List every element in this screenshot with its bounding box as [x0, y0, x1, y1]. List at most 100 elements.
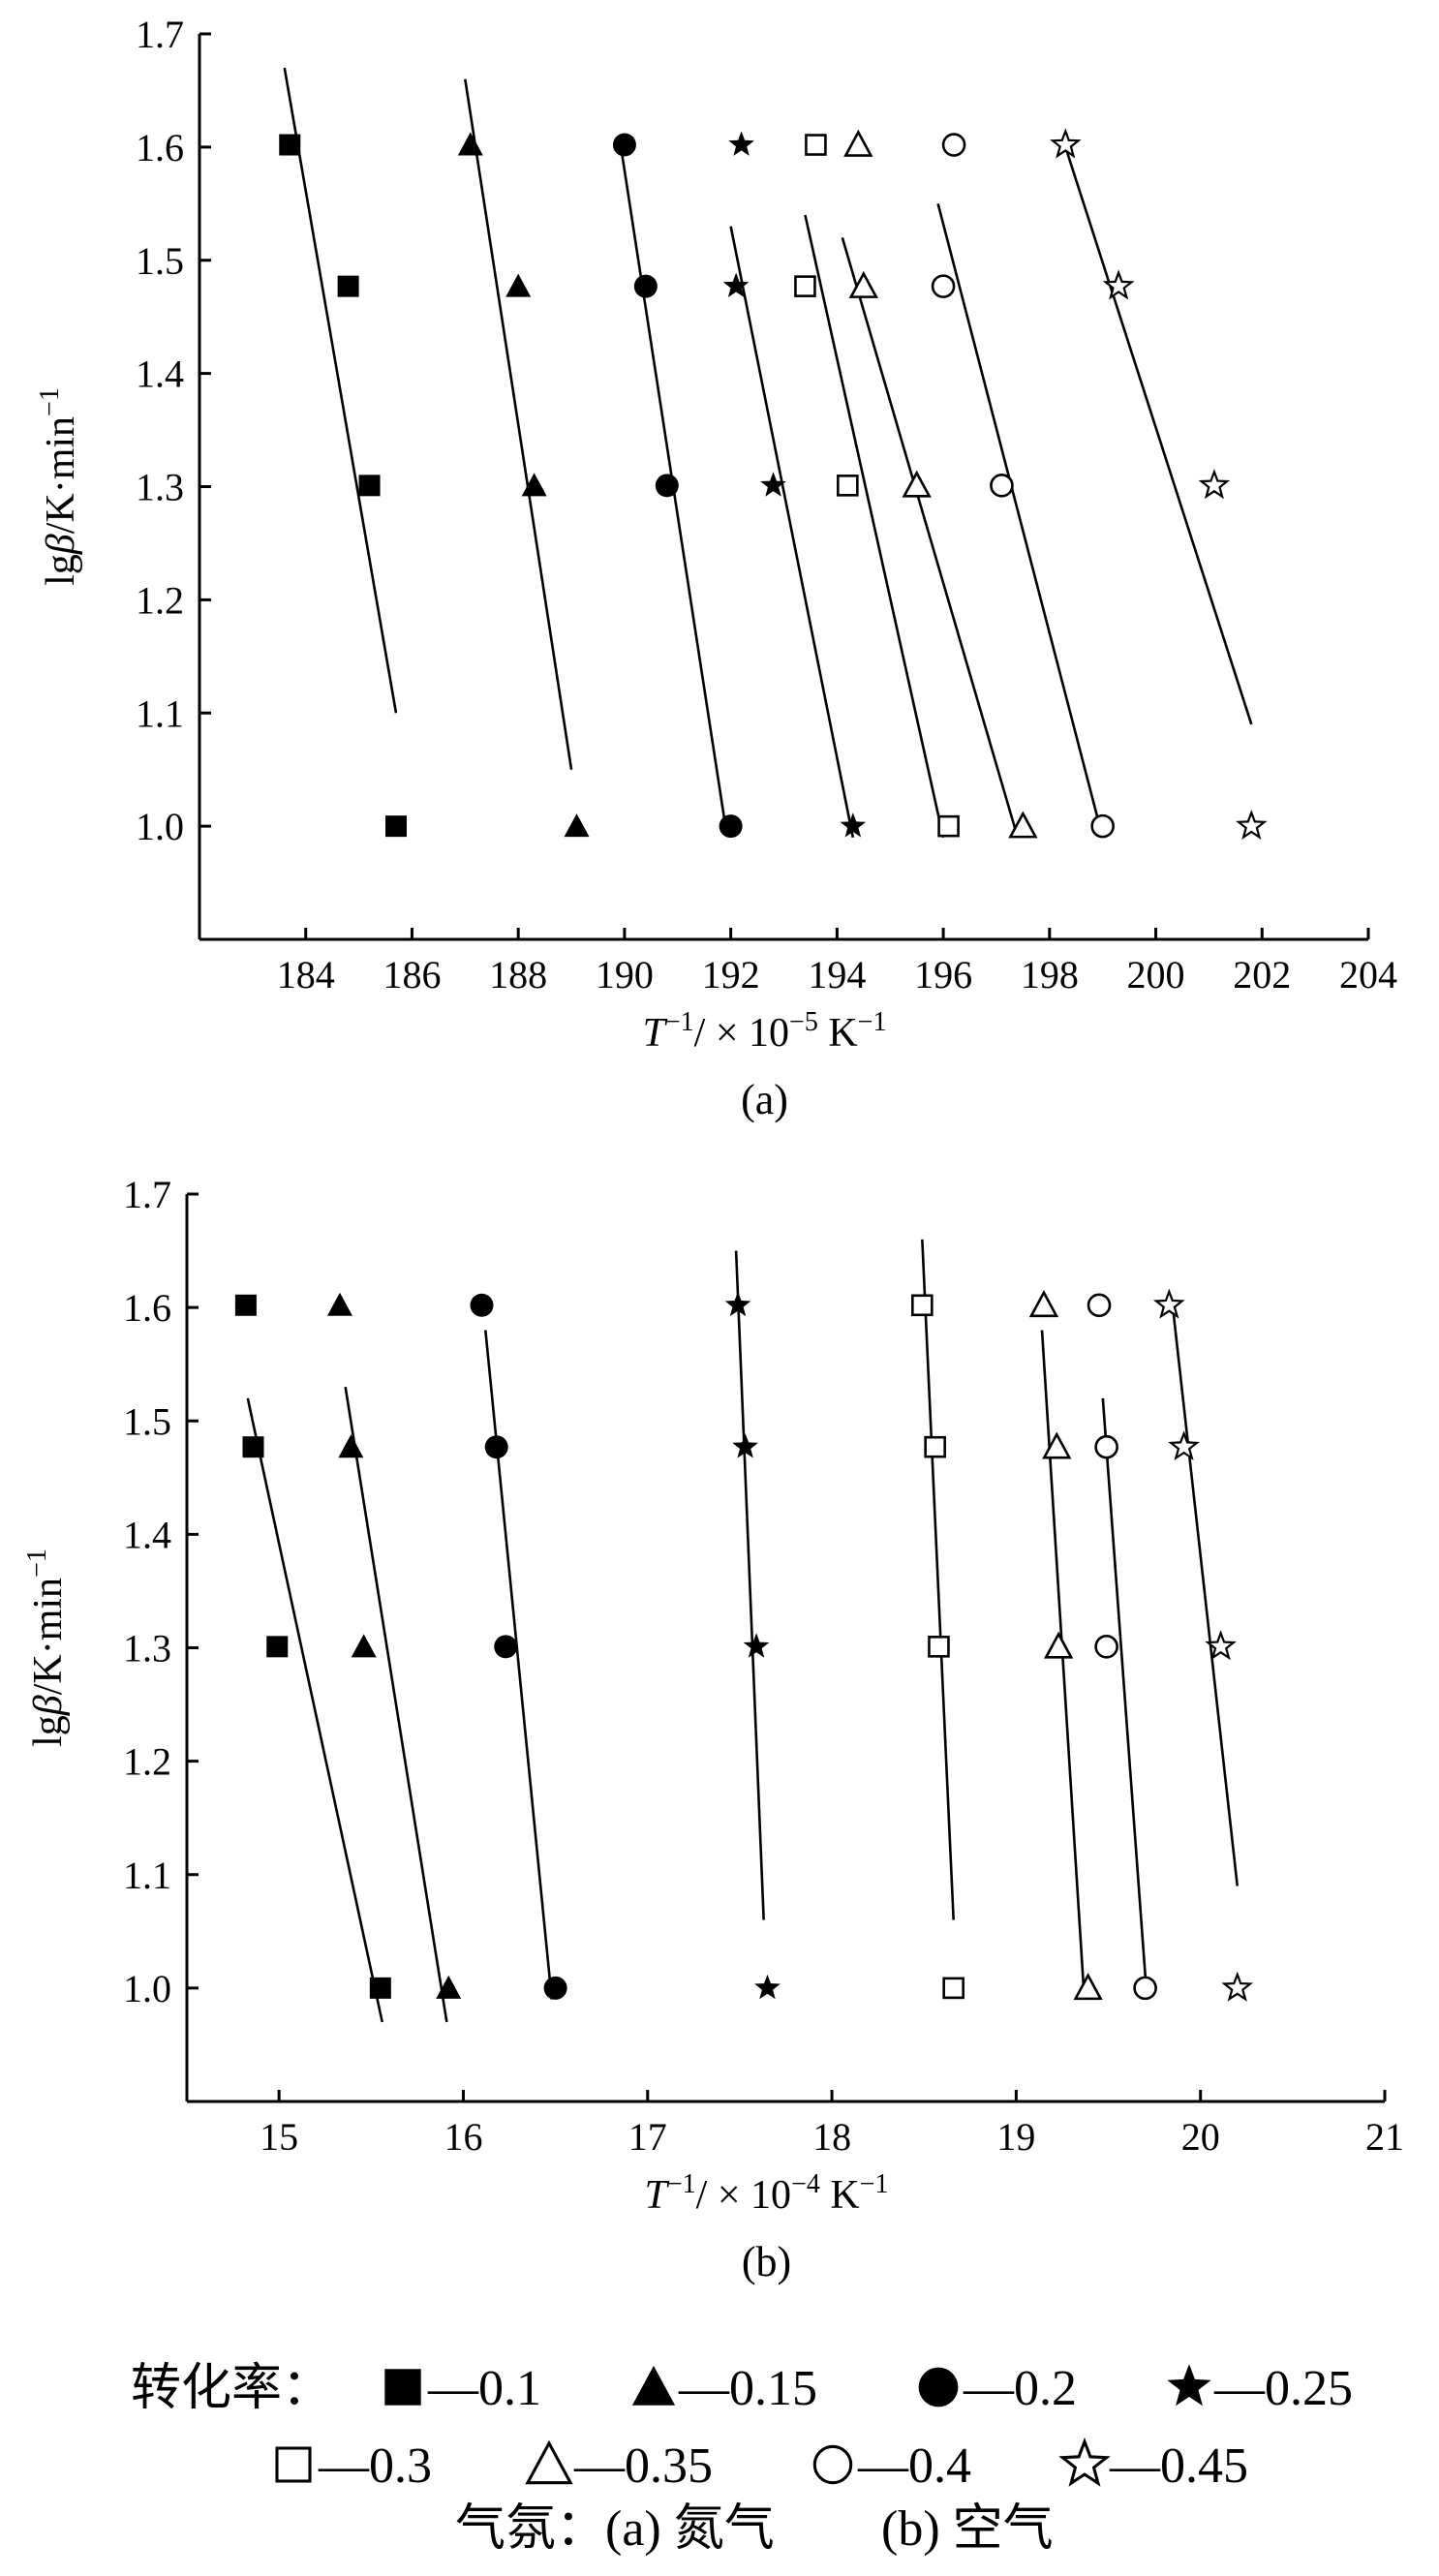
data-point	[337, 275, 359, 297]
data-point	[1043, 1631, 1074, 1659]
data-point	[1235, 809, 1268, 841]
fit-line	[841, 237, 1020, 839]
x-tick-label: 15	[260, 2115, 298, 2159]
y-tick-label: 1.7	[123, 1173, 171, 1216]
legend-label: —0.35	[573, 2438, 713, 2494]
fit-line	[344, 1386, 448, 2023]
legend-label: —0.15	[678, 2361, 817, 2416]
data-point	[436, 1975, 462, 1999]
fit-line	[734, 1250, 765, 1920]
fit-line	[1064, 146, 1253, 725]
data-point	[1198, 469, 1231, 500]
legend-marker-triangle-filled	[631, 2365, 676, 2406]
data-point	[1133, 1976, 1157, 2001]
data-point	[242, 1436, 264, 1458]
x-tick-label: 20	[1181, 2115, 1220, 2159]
y-tick-label: 1.4	[123, 1513, 171, 1556]
legend-atmosphere-b: (b) 空气	[881, 2501, 1054, 2557]
y-tick-label: 1.7	[136, 13, 184, 56]
series-triangle-filled	[326, 1292, 462, 2023]
data-point	[732, 1433, 758, 1458]
data-point	[266, 1636, 289, 1658]
data-point	[612, 133, 636, 157]
data-point	[521, 473, 547, 497]
data-point	[941, 133, 966, 157]
data-point	[843, 129, 873, 157]
data-point	[837, 475, 859, 497]
series-square-open	[911, 1239, 964, 2000]
x-tick-label: 192	[702, 953, 760, 997]
legend-marker-square-filled	[384, 2369, 421, 2406]
data-point	[633, 274, 658, 298]
legend-item: —0.25	[1167, 2361, 1353, 2416]
data-point	[494, 1635, 518, 1659]
legend-marker-square-open	[275, 2446, 312, 2483]
series-star-open	[1153, 1288, 1254, 2002]
x-tick-label: 18	[812, 2115, 851, 2159]
y-tick-label: 1.5	[136, 239, 184, 283]
legend-item: —0.35	[525, 2438, 713, 2494]
legend-marker-triangle-open	[525, 2439, 573, 2485]
series-square-open	[794, 134, 960, 839]
y-tick-label: 1.4	[136, 353, 184, 396]
data-point	[1028, 1290, 1059, 1318]
data-point	[1153, 1288, 1185, 1319]
x-tick-label: 17	[628, 2115, 667, 2159]
data-point	[279, 134, 301, 156]
legend-item: —0.4	[812, 2438, 971, 2494]
data-point	[924, 1435, 946, 1458]
series-square-filled	[234, 1294, 391, 2023]
legend-atmosphere-a: (a) 氮气	[605, 2501, 775, 2557]
fit-line	[921, 1239, 955, 1920]
y-tick-label: 1.1	[123, 1854, 171, 1897]
x-tick-label: 188	[489, 953, 547, 997]
series-triangle-open	[1028, 1290, 1103, 2001]
data-point	[1221, 1971, 1254, 2002]
data-point	[1094, 1635, 1118, 1659]
data-point	[351, 1634, 377, 1658]
data-point	[338, 1434, 364, 1458]
series-circle-open	[1087, 1293, 1157, 2001]
data-point	[369, 1977, 391, 1999]
x-tick-label: 202	[1233, 953, 1291, 997]
data-point	[931, 274, 956, 298]
chart-panel-a: 1.0 1.1 1.2 1.3 1.4 1.5 1.6 1.7 184 186 188 190 192 1…	[35, 13, 1397, 1123]
y-tick-label: 1.1	[136, 691, 184, 735]
legend: 转化率： —0.1 —0.15 —0.2 —0.25 —0.3 —0.35 —0.4 —0.…	[131, 2361, 1353, 2557]
x-tick-label: 200	[1127, 953, 1185, 997]
legend-label: —0.45	[1109, 2438, 1248, 2494]
fit-line	[464, 78, 573, 770]
data-point	[1094, 1434, 1118, 1459]
x-tick-label: 194	[808, 953, 866, 997]
series-circle-open	[931, 133, 1115, 839]
data-point	[234, 1294, 257, 1316]
x-tick-label: 186	[383, 953, 441, 997]
data-point	[722, 272, 750, 297]
data-point	[728, 131, 754, 156]
data-point	[1073, 1973, 1103, 2001]
panel-label: (b)	[742, 2238, 791, 2285]
legend-marker-star-filled	[1167, 2364, 1211, 2407]
data-point	[1087, 1293, 1112, 1318]
legend-item: —0.15	[631, 2361, 817, 2416]
fit-line	[804, 214, 945, 839]
legend-item: —0.2	[918, 2361, 1077, 2416]
data-point	[840, 813, 867, 838]
legend-marker-star-open	[1058, 2437, 1111, 2487]
series-square-filled	[279, 67, 407, 838]
data-point	[848, 270, 878, 298]
x-tick-label: 198	[1021, 953, 1079, 997]
legend-label: —0.2	[963, 2361, 1077, 2416]
data-point	[902, 470, 932, 498]
fit-line	[283, 67, 398, 714]
y-axis-label: lgβ/K·min−1	[22, 1549, 71, 1747]
data-point	[1042, 1431, 1072, 1459]
data-point	[794, 275, 816, 297]
data-point	[1090, 813, 1115, 839]
y-tick-label: 1.3	[136, 466, 184, 509]
data-point	[326, 1292, 352, 1316]
legend-item: —0.45	[1058, 2437, 1248, 2494]
data-point	[760, 472, 786, 497]
data-point	[1168, 1430, 1200, 1461]
